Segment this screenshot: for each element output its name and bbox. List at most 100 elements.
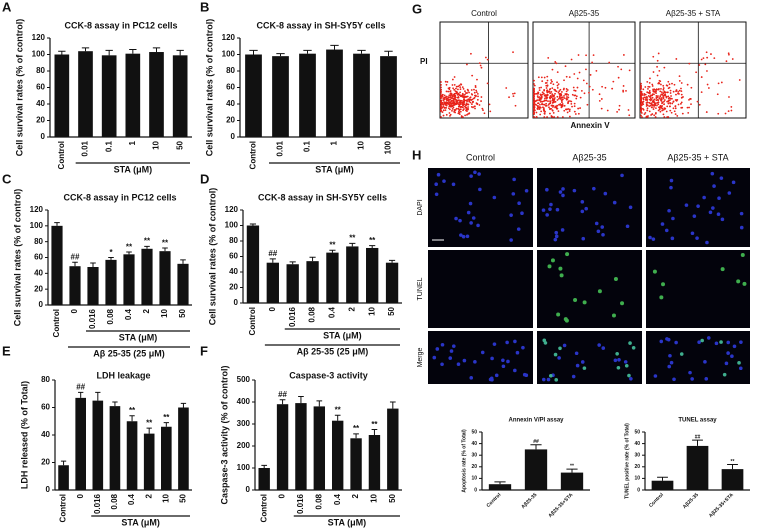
flow-event	[653, 114, 656, 117]
x-tick-label: 0	[268, 306, 277, 311]
bar	[387, 408, 399, 490]
flow-event	[449, 98, 452, 101]
flow-event	[660, 83, 662, 86]
y-tick-label: 0	[234, 298, 239, 307]
flow-event	[671, 82, 673, 85]
flow-event	[640, 87, 642, 90]
tunel-cell	[661, 282, 666, 287]
flow-event	[462, 106, 464, 109]
significance-label: **	[353, 424, 360, 433]
flow-event	[533, 84, 536, 87]
merge-cell	[505, 340, 509, 345]
flow-event	[440, 116, 442, 118]
nucleus	[731, 180, 736, 185]
y-tick-label: 0	[474, 487, 477, 493]
flow-event	[585, 68, 587, 71]
flow-event	[476, 102, 479, 105]
nucleus	[548, 207, 552, 211]
flow-event	[573, 105, 576, 108]
nucleus	[558, 190, 563, 194]
flow-event	[457, 85, 460, 88]
panel-letter: F	[200, 343, 208, 358]
flow-event	[461, 95, 464, 98]
flow-event	[450, 97, 453, 99]
x-tick-label: 50	[178, 308, 187, 317]
significance-label: ##	[533, 439, 539, 445]
flow-event	[568, 108, 571, 111]
nucleus	[473, 170, 477, 175]
bar	[266, 262, 279, 303]
flow-event	[463, 103, 466, 106]
flow-event	[700, 58, 703, 61]
error-bar	[146, 427, 152, 434]
flow-event	[573, 110, 576, 113]
flow-event	[647, 87, 649, 90]
error-bar	[334, 414, 341, 421]
flow-event	[441, 95, 444, 98]
flow-title: Aβ25-35 + STA	[666, 9, 721, 18]
flow-event	[640, 85, 642, 88]
x-tick-label: 0.08	[308, 306, 317, 322]
bar	[246, 225, 260, 303]
y-axis-label: TUNEL positive rate (% of Total)	[624, 423, 630, 499]
flow-event	[458, 113, 461, 115]
flow-event	[449, 96, 452, 99]
nucleus	[710, 171, 715, 176]
error-bar	[329, 249, 336, 253]
flow-event	[574, 94, 577, 97]
flow-event	[625, 89, 627, 92]
flow-event	[552, 83, 555, 86]
flow-event	[443, 96, 446, 99]
nucleus	[436, 172, 441, 177]
flow-event	[551, 104, 554, 107]
flow-event	[443, 101, 446, 104]
flow-event	[558, 95, 561, 98]
error-bar	[249, 49, 258, 55]
flow-event	[563, 94, 565, 97]
bar	[92, 400, 104, 490]
nucleus	[492, 195, 497, 200]
flow-event	[548, 90, 551, 93]
error-bar	[269, 258, 276, 263]
flow-event	[466, 63, 468, 66]
error-bar	[353, 433, 359, 439]
flow-event	[466, 92, 468, 94]
bar	[161, 426, 172, 490]
bar	[51, 225, 63, 305]
micro-image	[428, 331, 533, 384]
flow-event	[442, 109, 445, 112]
flow-event	[447, 103, 450, 106]
flow-event	[445, 113, 448, 116]
flow-event	[664, 91, 667, 94]
flow-event	[690, 86, 693, 89]
flow-event	[533, 98, 535, 101]
flow-event	[442, 99, 445, 102]
x-tick-label: 0.1	[104, 140, 113, 152]
flow-event	[628, 69, 631, 72]
flow-event	[570, 58, 573, 61]
flow-event	[660, 87, 662, 90]
nucleus	[517, 201, 521, 206]
flow-event	[611, 87, 614, 90]
tunel-cell	[563, 317, 568, 322]
x-tick-label: 0.016	[296, 493, 305, 514]
flow-event	[598, 93, 601, 96]
flow-event	[646, 80, 649, 83]
merge-cell	[653, 374, 658, 378]
significance-label: **	[570, 463, 574, 469]
flow-event	[463, 98, 466, 101]
bar	[123, 254, 135, 305]
merge-cell	[501, 358, 505, 363]
flow-event	[538, 89, 541, 92]
flow-event	[617, 76, 620, 79]
error-bar	[692, 439, 703, 446]
nucleus	[716, 212, 721, 217]
bar	[177, 263, 189, 305]
bar	[721, 469, 744, 490]
flow-event	[461, 86, 464, 89]
flow-x-label: Annexin V	[570, 121, 610, 130]
flow-event	[440, 94, 442, 96]
flow-event	[667, 80, 670, 83]
bar	[172, 55, 188, 138]
nucleus	[561, 187, 565, 191]
